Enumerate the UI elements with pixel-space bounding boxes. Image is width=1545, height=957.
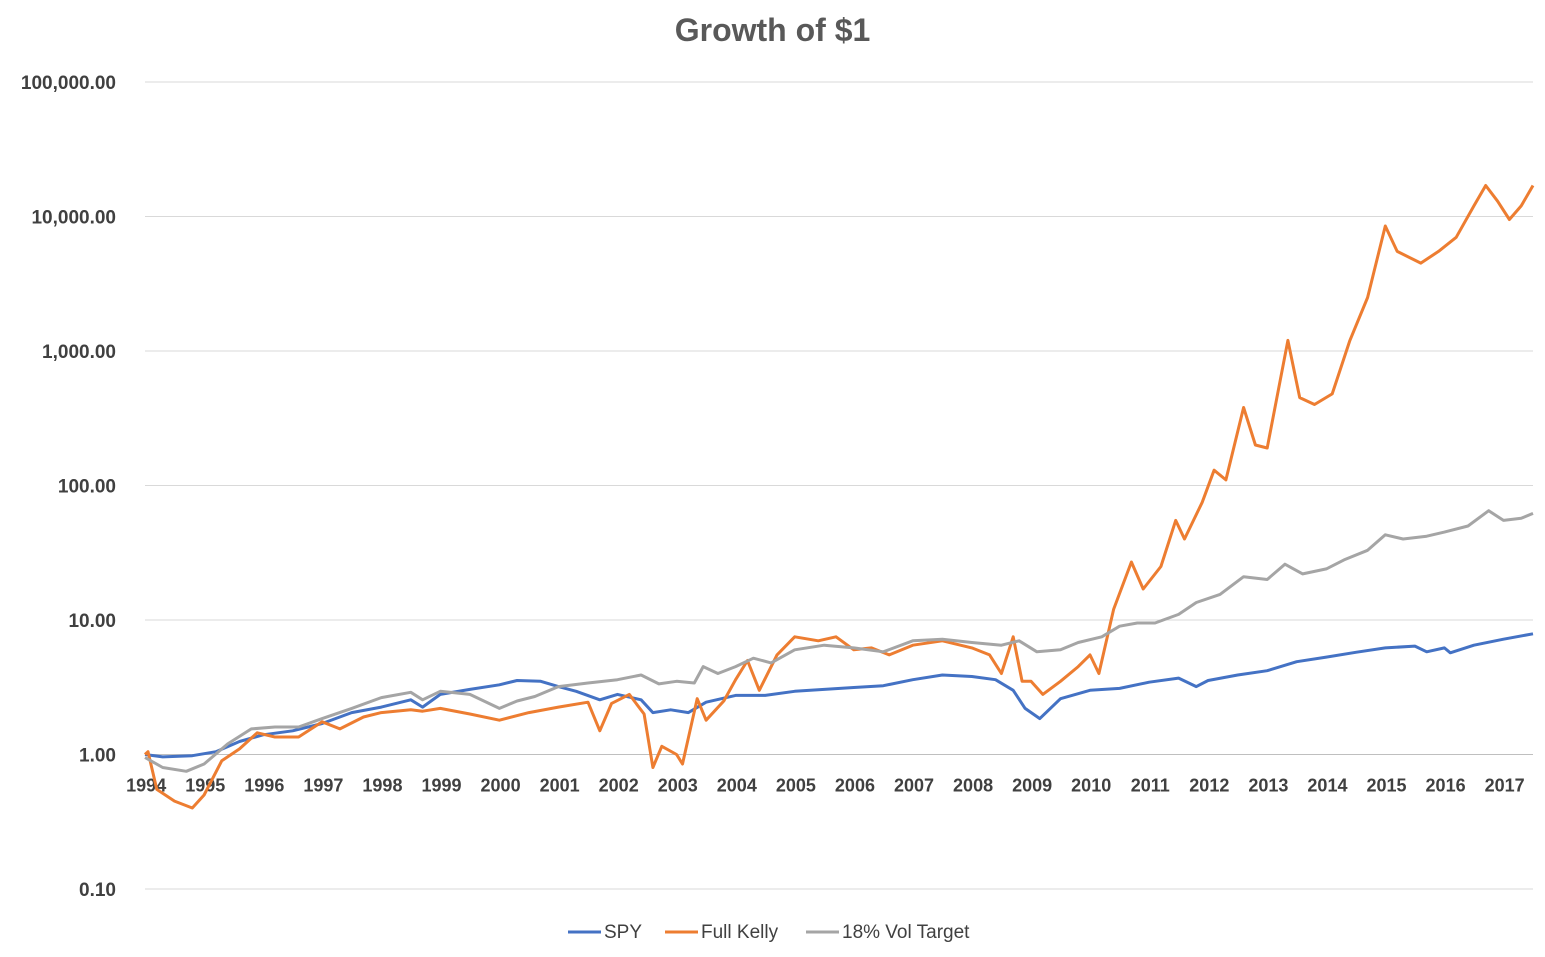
x-tick-label: 2003 [658,776,698,796]
series-line-spy [144,632,1534,759]
x-tick-label: 2005 [776,776,816,796]
x-tick-label: 2013 [1248,776,1288,796]
x-tick-label: 2017 [1485,776,1525,796]
x-tick-label: 2010 [1071,776,1111,796]
x-tick-label: 2011 [1131,776,1170,796]
legend: SPY Full Kelly 18% Vol Target [568,922,970,943]
x-tick-label: 2000 [481,776,521,796]
x-tick-label: 2008 [953,776,993,796]
y-tick-label: 100.00 [58,477,116,498]
y-tick-label: 100,000.00 [21,73,116,94]
x-tick-label: 1998 [362,776,402,796]
legend-label: Full Kelly [701,922,779,943]
series-lines [143,184,1535,810]
x-tick-label: 1999 [421,776,461,796]
chart-title: Growth of $1 [674,12,871,48]
x-tick-label: 2007 [894,776,934,796]
legend-label: 18% Vol Target [842,922,970,943]
gridlines [145,81,1533,890]
x-tick-label: 2006 [835,776,875,796]
legend-label: SPY [604,922,642,943]
y-tick-label: 0.10 [79,880,116,901]
x-tick-label: 2009 [1012,776,1052,796]
x-tick-label: 2015 [1366,776,1406,796]
series-line-18-vol-target [144,509,1534,773]
x-tick-label: 2001 [540,776,580,796]
y-tick-label: 10.00 [68,611,116,632]
y-axis-ticks: 100,000.00 10,000.00 1,000.00 100.00 10.00 1.… [21,73,116,901]
x-tick-label: 2014 [1307,776,1347,796]
x-tick-label: 1997 [303,776,343,796]
x-tick-label: 2016 [1426,776,1466,796]
x-tick-label: 2002 [599,776,639,796]
y-tick-label: 10,000.00 [31,208,116,229]
x-tick-label: 1996 [244,776,284,796]
y-tick-label: 1,000.00 [42,342,116,363]
x-tick-label: 1995 [185,776,225,796]
x-axis-ticks: 1994 1995 1996 1997 1998 1999 2000 2001 2002 2003… [126,776,1525,796]
series-line-full-kelly [143,184,1535,810]
y-tick-label: 1.00 [79,746,116,767]
x-tick-label: 2012 [1189,776,1229,796]
x-tick-label: 2004 [717,776,757,796]
